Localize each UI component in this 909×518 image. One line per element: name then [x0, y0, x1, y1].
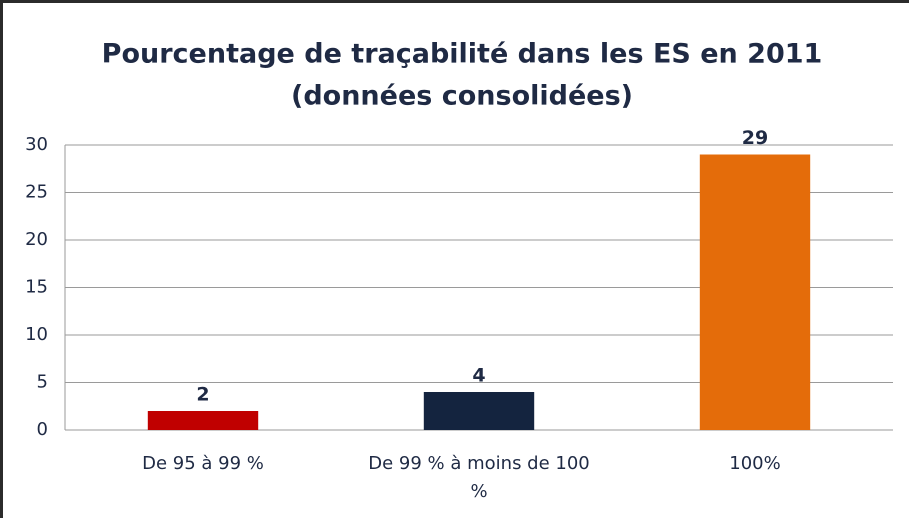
chart-title: Pourcentage de traçabilité dans les ES e…: [102, 39, 823, 70]
value-label: 2: [196, 384, 209, 406]
chart-subtitle: (données consolidées): [291, 81, 633, 112]
bar: [147, 411, 259, 430]
y-tick-label: 25: [25, 182, 48, 203]
y-tick-label: 0: [37, 419, 48, 440]
value-label: 4: [472, 365, 485, 387]
y-tick-label: 5: [37, 372, 48, 393]
x-tick-label: De 99 % à moins de 100 %: [368, 453, 590, 502]
bar: [699, 154, 811, 430]
y-tick-label: 15: [25, 277, 48, 298]
value-label: 29: [742, 127, 768, 149]
y-tick-label: 20: [25, 229, 48, 250]
y-tick-label: 10: [25, 324, 48, 345]
x-tick-label: De 95 à 99 %: [142, 453, 264, 474]
bar: [423, 392, 535, 430]
x-tick-label: 100%: [729, 453, 781, 474]
y-tick-label: 30: [25, 134, 48, 155]
